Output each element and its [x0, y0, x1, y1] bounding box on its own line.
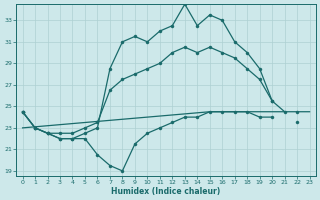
X-axis label: Humidex (Indice chaleur): Humidex (Indice chaleur)	[111, 187, 221, 196]
